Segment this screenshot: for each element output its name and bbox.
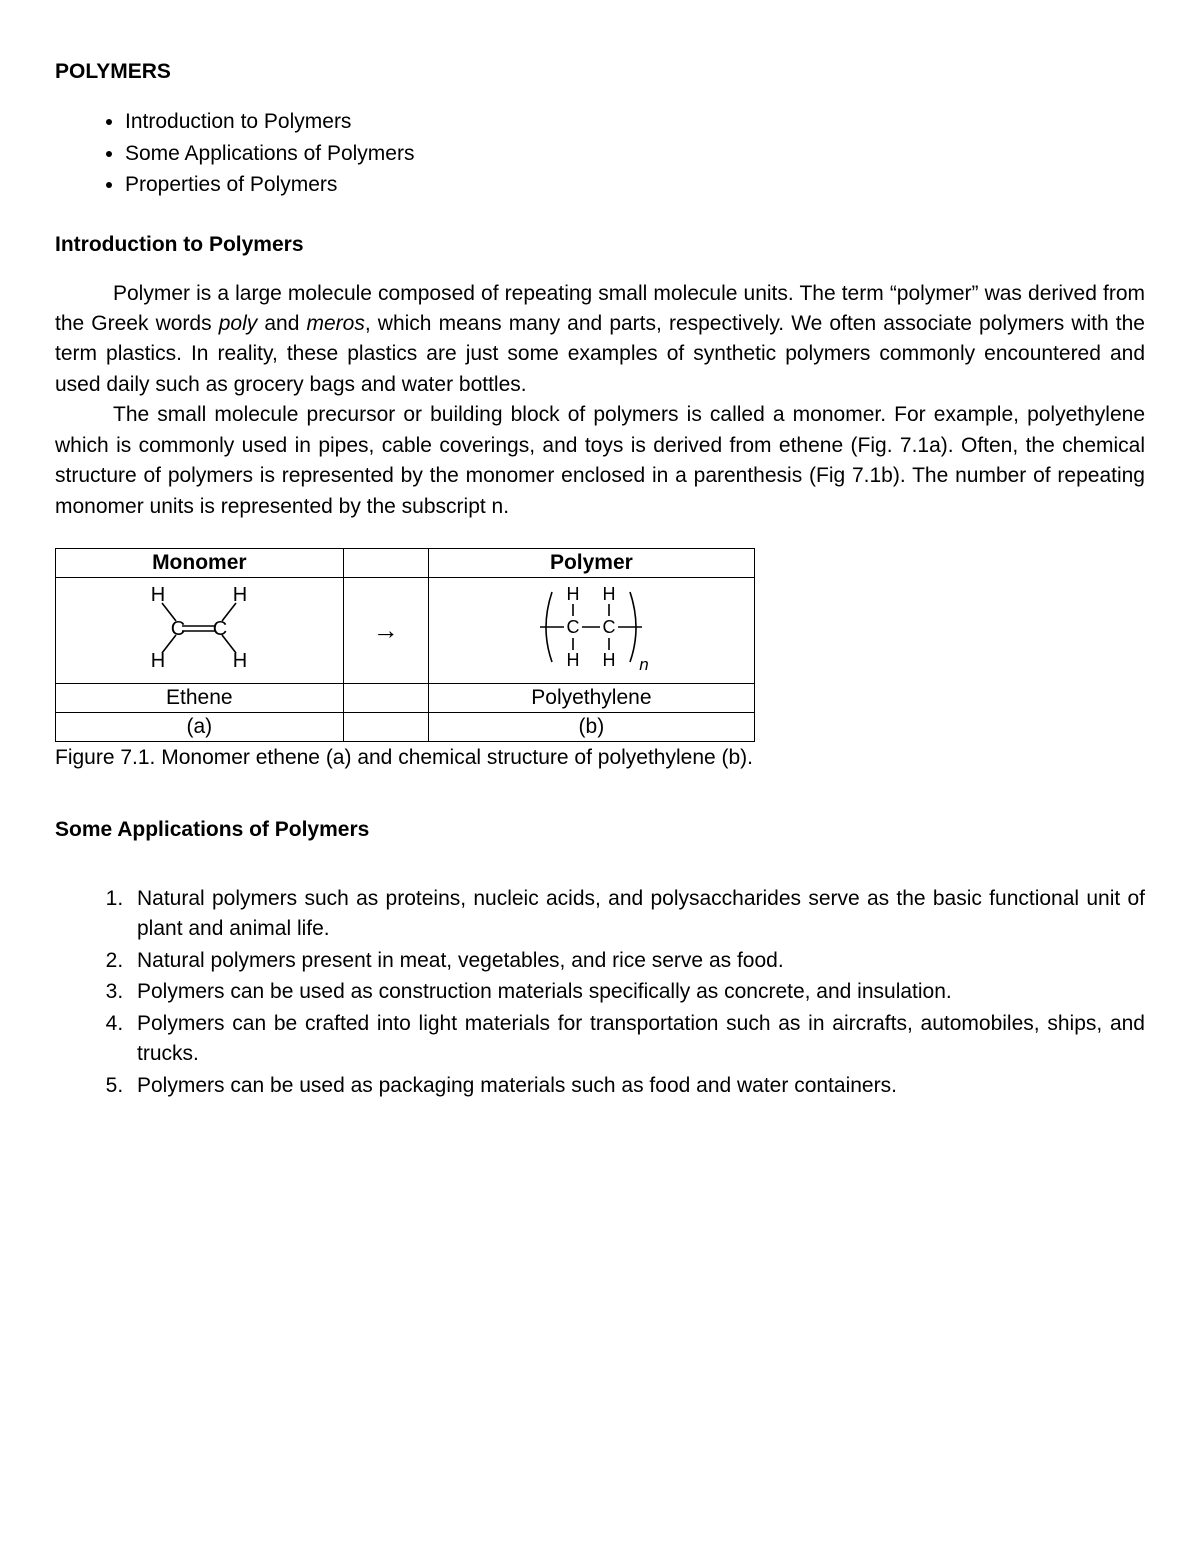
toc-item: Properties of Polymers bbox=[125, 169, 1145, 201]
table-cell: Ethene bbox=[56, 684, 344, 713]
svg-text:n: n bbox=[640, 655, 649, 674]
list-item: Polymers can be crafted into light mater… bbox=[129, 1009, 1145, 1070]
monomer-structure: C C H H H H bbox=[56, 578, 344, 684]
page: POLYMERS Introduction to Polymers Some A… bbox=[0, 0, 1200, 1553]
apps-heading: Some Applications of Polymers bbox=[55, 818, 1145, 842]
svg-text:C: C bbox=[171, 618, 185, 640]
list-item: Polymers can be used as packaging materi… bbox=[129, 1071, 1145, 1101]
polymer-structure: C C H H H H n bbox=[428, 578, 754, 684]
svg-text:C: C bbox=[603, 617, 616, 637]
ethene-diagram: C C H H H H bbox=[134, 583, 264, 679]
table-cell: (b) bbox=[428, 713, 754, 742]
list-item: Polymers can be used as construction mat… bbox=[129, 977, 1145, 1007]
figure-caption: Figure 7.1. Monomer ethene (a) and chemi… bbox=[55, 746, 1145, 770]
svg-text:H: H bbox=[567, 584, 580, 604]
svg-text:H: H bbox=[603, 650, 616, 670]
text: The small molecule precursor or building… bbox=[55, 403, 1145, 517]
svg-text:H: H bbox=[233, 584, 247, 606]
table-header: Polymer bbox=[428, 549, 754, 578]
svg-text:H: H bbox=[567, 650, 580, 670]
svg-text:C: C bbox=[567, 617, 580, 637]
svg-text:H: H bbox=[603, 584, 616, 604]
list-item: Natural polymers such as proteins, nucle… bbox=[129, 884, 1145, 945]
apps-list: Natural polymers such as proteins, nucle… bbox=[55, 884, 1145, 1101]
text: and bbox=[257, 312, 306, 335]
figure-table: Monomer Polymer bbox=[55, 548, 755, 742]
polyethylene-diagram: C C H H H H n bbox=[516, 580, 666, 681]
text-italic: poly bbox=[219, 312, 258, 335]
intro-para-2: The small molecule precursor or building… bbox=[55, 400, 1145, 522]
svg-text:H: H bbox=[151, 650, 165, 672]
arrow-icon: → bbox=[343, 578, 428, 684]
toc-item: Some Applications of Polymers bbox=[125, 138, 1145, 170]
svg-text:H: H bbox=[151, 584, 165, 606]
table-header: Monomer bbox=[56, 549, 344, 578]
table-cell: Polyethylene bbox=[428, 684, 754, 713]
list-item: Natural polymers present in meat, vegeta… bbox=[129, 946, 1145, 976]
table-cell: (a) bbox=[56, 713, 344, 742]
page-title: POLYMERS bbox=[55, 60, 1145, 84]
toc-item: Introduction to Polymers bbox=[125, 106, 1145, 138]
toc-list: Introduction to Polymers Some Applicatio… bbox=[55, 106, 1145, 201]
svg-text:C: C bbox=[213, 618, 227, 640]
intro-heading: Introduction to Polymers bbox=[55, 233, 1145, 257]
text-italic: meros bbox=[307, 312, 365, 335]
svg-text:H: H bbox=[233, 650, 247, 672]
intro-para-1: Polymer is a large molecule composed of … bbox=[55, 279, 1145, 401]
